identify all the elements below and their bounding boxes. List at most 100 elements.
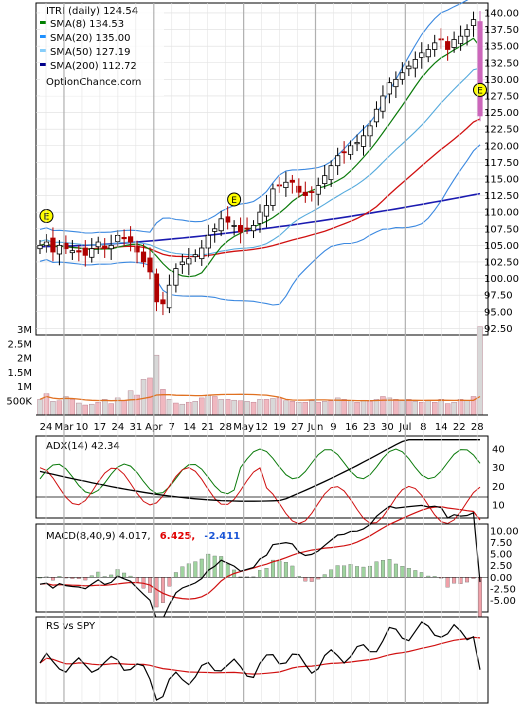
macd-histogram-bar xyxy=(109,574,114,578)
legend-sma200: SMA(200) 112.72 xyxy=(50,61,137,72)
macd-histogram-bar xyxy=(309,577,314,582)
macd-signal-line xyxy=(39,506,481,600)
y-tick-label: 127.50 xyxy=(484,91,519,102)
candle-body xyxy=(231,225,237,227)
macd-tick-label: 0.00 xyxy=(490,573,512,584)
candle-body xyxy=(289,179,295,183)
candle-body xyxy=(147,257,153,273)
macd-histogram-bar xyxy=(342,565,347,578)
volume-bar xyxy=(367,401,373,416)
volume-bar xyxy=(69,399,76,416)
adx-panel: 40 30 20 10 ADX(14) 42.34 xyxy=(35,435,505,525)
volume-bar xyxy=(244,401,250,416)
volume-bar xyxy=(218,399,224,416)
macd-histogram-bar xyxy=(50,577,55,581)
macd-line xyxy=(39,504,481,620)
volume-bar xyxy=(464,399,470,416)
candle-body xyxy=(102,245,108,250)
candle-body xyxy=(263,205,270,217)
macd-tick-label: 5.00 xyxy=(490,550,512,561)
macd-lines xyxy=(36,504,488,620)
macd-histogram-bar xyxy=(387,559,392,578)
volume-bar xyxy=(328,400,334,416)
macd-label: MACD(8,40,9) 4.017, 6.425, -2.411 xyxy=(46,531,240,542)
volume-bar xyxy=(347,400,354,416)
volume-bar xyxy=(302,401,308,416)
volume-bar xyxy=(444,403,451,416)
candle-body xyxy=(425,49,431,58)
macd-histogram-bar xyxy=(180,566,185,578)
candle-body xyxy=(393,78,399,88)
y-tick-label: 95.00 xyxy=(484,307,513,318)
volume-bar xyxy=(179,403,186,416)
macd-histogram-bar xyxy=(316,577,321,580)
volume-bar xyxy=(457,399,464,416)
candle-body xyxy=(121,236,127,240)
volume-bar xyxy=(373,399,380,416)
macd-histogram-bar xyxy=(303,577,308,582)
macd-histogram-bar xyxy=(206,553,211,578)
candle-body xyxy=(257,211,263,224)
volume-bar xyxy=(76,402,82,416)
adx-tick-label: 40 xyxy=(492,445,505,456)
volume-bar xyxy=(289,401,296,416)
volume-bar xyxy=(231,399,237,416)
candle-body xyxy=(445,41,451,50)
y-tick-label: 117.50 xyxy=(484,158,519,169)
volume-bar xyxy=(296,401,302,416)
volume-bar xyxy=(263,399,270,416)
candle-body xyxy=(225,216,231,223)
macd-histogram-bar xyxy=(199,558,204,578)
macd-histogram-bar xyxy=(186,563,191,578)
volume-bar xyxy=(412,401,418,416)
candle-body xyxy=(419,52,425,58)
adx-tick-label: 10 xyxy=(492,500,505,511)
vertical-gridlines xyxy=(45,3,478,703)
candle-body xyxy=(302,191,308,196)
candle-body xyxy=(37,244,43,250)
candle-body xyxy=(153,273,160,303)
candle-body xyxy=(218,218,224,232)
volume-bar xyxy=(425,400,431,416)
y-tick-label: 115.00 xyxy=(484,174,519,185)
earnings-marker xyxy=(39,209,54,224)
volume-bar xyxy=(380,396,386,416)
sma20-line xyxy=(39,67,481,256)
candle-body xyxy=(477,21,483,117)
candle-body xyxy=(367,125,373,137)
y-tick-label: 107.50 xyxy=(484,224,519,235)
volume-bar xyxy=(406,399,412,416)
macd-tick-label: 7.50 xyxy=(490,538,512,549)
macd-histogram-bar xyxy=(361,566,366,578)
volume-bar xyxy=(50,401,56,416)
candle-body xyxy=(457,35,464,44)
macd-histogram-bar xyxy=(406,568,411,578)
rs-lines xyxy=(39,621,481,701)
adx-label: ADX(14) 42.34 xyxy=(46,441,120,452)
macd-histogram-bar xyxy=(348,564,353,578)
y-tick-label: 125.00 xyxy=(484,108,519,119)
volume-bar xyxy=(360,399,367,416)
volume-bar xyxy=(166,399,173,416)
volume-bar xyxy=(399,400,406,416)
bollinger-lower xyxy=(39,144,481,306)
y-tick-label: 140.00 xyxy=(484,8,519,19)
candle-body xyxy=(212,228,218,232)
volume-bar xyxy=(134,394,140,416)
macd-histogram-bar xyxy=(452,577,457,584)
y-tick-label: 132.50 xyxy=(484,58,519,69)
macd-histogram-bar xyxy=(83,577,88,581)
volume-bar xyxy=(199,397,205,416)
adx-line xyxy=(39,439,480,502)
macd-histogram-bar xyxy=(465,577,470,583)
macd-histogram-bar xyxy=(264,568,269,578)
macd-histogram-bar xyxy=(154,577,159,608)
volume-bar xyxy=(283,400,289,416)
macd-histogram-bar xyxy=(380,560,385,578)
macd-panel: 10.007.505.002.500.00-2.50-5.00 MACD(8,4… xyxy=(35,504,519,640)
candle-body xyxy=(173,268,179,286)
adx-lines xyxy=(39,439,481,525)
candle-body xyxy=(322,175,328,185)
bollinger-upper xyxy=(39,0,480,234)
